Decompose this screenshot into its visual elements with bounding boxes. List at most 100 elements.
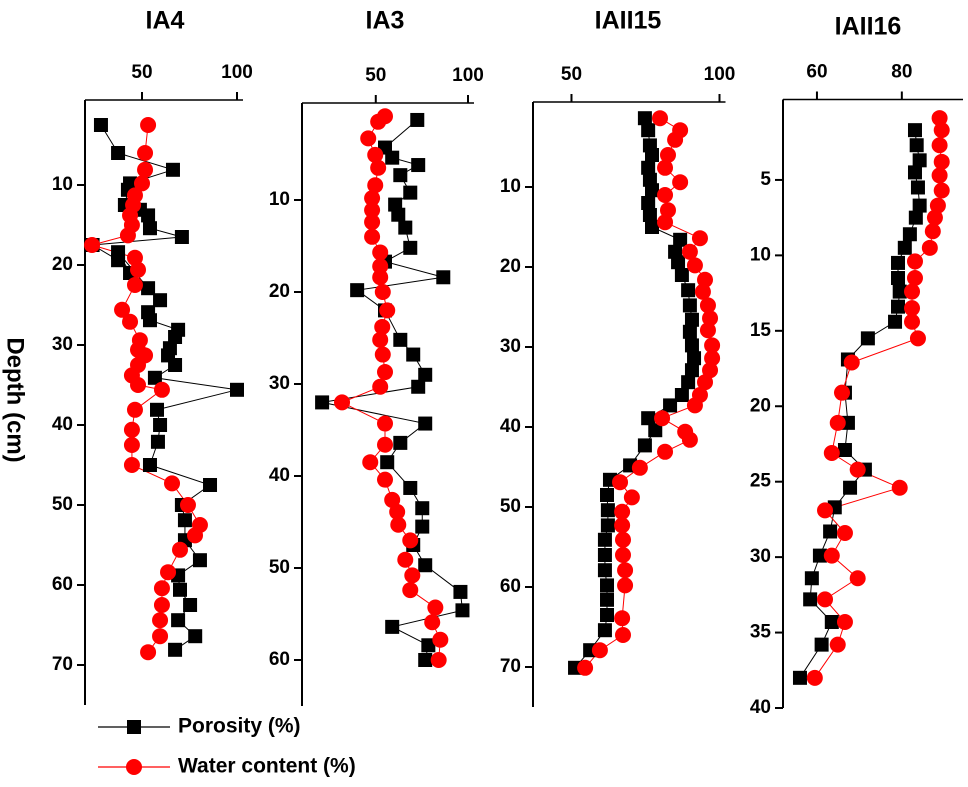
porosity-point (637, 111, 652, 126)
water-content-point (334, 394, 351, 411)
water-content-point (614, 610, 631, 627)
water-content-point (906, 270, 923, 287)
porosity-point (111, 245, 126, 260)
water-content-point (657, 159, 674, 176)
porosity-point (637, 438, 652, 453)
water-content-point (904, 313, 921, 330)
legend-label: Porosity (%) (178, 715, 301, 738)
porosity-point (150, 402, 165, 417)
x-tick-label: 60 (806, 62, 827, 83)
y-tick-label: 10 (500, 176, 521, 197)
water-content-point (364, 228, 381, 245)
water-content-point (829, 636, 846, 653)
water-content-point (921, 239, 938, 256)
porosity-point (188, 629, 203, 644)
water-content-point (631, 459, 648, 476)
porosity-point (597, 563, 612, 578)
porosity-point (912, 198, 927, 213)
porosity-point (645, 148, 660, 162)
porosity-point (597, 548, 612, 562)
water-content-point (614, 517, 631, 534)
porosity-point (648, 423, 663, 438)
water-content-point (152, 628, 169, 645)
porosity-point (393, 332, 408, 347)
water-content-point (659, 147, 676, 163)
porosity-point (403, 480, 418, 495)
water-content-point (654, 410, 671, 427)
water-content-point (891, 479, 908, 496)
porosity-point (891, 271, 906, 286)
water-content-point (843, 354, 860, 371)
water-content-point (137, 145, 154, 161)
y-tick-label: 30 (750, 546, 771, 567)
water-content-point (430, 652, 447, 668)
y-axis-label: Depth (cm) (2, 337, 29, 462)
water-content-point (370, 113, 387, 130)
porosity-point (174, 230, 189, 244)
porosity-point (674, 268, 689, 282)
water-content-point (704, 350, 721, 367)
water-content-point (364, 190, 381, 207)
water-content-point (617, 577, 634, 594)
y-tick-label: 70 (500, 656, 521, 677)
x-tick-label: 50 (561, 64, 582, 85)
water-content-point (657, 214, 674, 231)
porosity-point (687, 351, 702, 366)
y-tick-label: 60 (52, 574, 73, 595)
x-tick-label: 50 (365, 65, 386, 86)
legend-marker (127, 720, 141, 734)
porosity-point (682, 298, 697, 313)
porosity-point (141, 281, 156, 296)
water-content-point (424, 614, 441, 631)
porosity-point (141, 208, 156, 223)
porosity-point (142, 221, 157, 236)
porosity-point (645, 220, 660, 234)
y-tick-label: 50 (269, 557, 290, 578)
water-content-point (179, 497, 196, 513)
y-tick-label: 20 (750, 395, 771, 416)
water-content-point (372, 269, 389, 286)
water-content-point (364, 214, 381, 231)
porosity-point (436, 270, 451, 285)
water-content-point (362, 454, 379, 471)
porosity-point (684, 363, 699, 378)
x-tick-label: 100 (221, 62, 253, 83)
porosity-point (645, 183, 660, 198)
water-content-point (367, 177, 384, 194)
porosity-point (350, 283, 365, 298)
y-tick-label: 60 (269, 649, 290, 670)
water-content-point (432, 631, 449, 648)
y-tick-label: 50 (52, 494, 73, 515)
water-content-point (187, 527, 204, 544)
porosity-point (824, 615, 839, 630)
water-content-point (904, 300, 921, 317)
water-content-point (672, 174, 689, 191)
y-tick-label: 15 (750, 320, 772, 341)
water-content-point (140, 644, 157, 661)
porosity-point (418, 416, 433, 431)
porosity-point (93, 118, 108, 132)
water-content-point (402, 582, 419, 599)
porosity-point (682, 324, 697, 339)
panel-title: IA4 (146, 7, 185, 35)
porosity-point (597, 623, 612, 638)
water-content-point (933, 182, 950, 199)
water-content-point (404, 567, 421, 584)
porosity-point (897, 240, 912, 255)
porosity-point (168, 642, 183, 657)
porosity-point (891, 255, 906, 270)
x-tick-label: 100 (704, 64, 736, 85)
water-content-point (614, 503, 631, 520)
water-content-point (364, 202, 381, 219)
porosity-point (415, 519, 430, 534)
y-tick-label: 40 (750, 697, 771, 718)
porosity-point (902, 227, 917, 242)
water-content-point (130, 261, 147, 278)
water-content-point (694, 283, 711, 300)
porosity-point (411, 158, 426, 173)
water-content-point (374, 318, 391, 335)
y-tick-label: 60 (500, 576, 521, 597)
y-tick-label: 5 (760, 169, 771, 190)
water-content-point (123, 437, 140, 453)
